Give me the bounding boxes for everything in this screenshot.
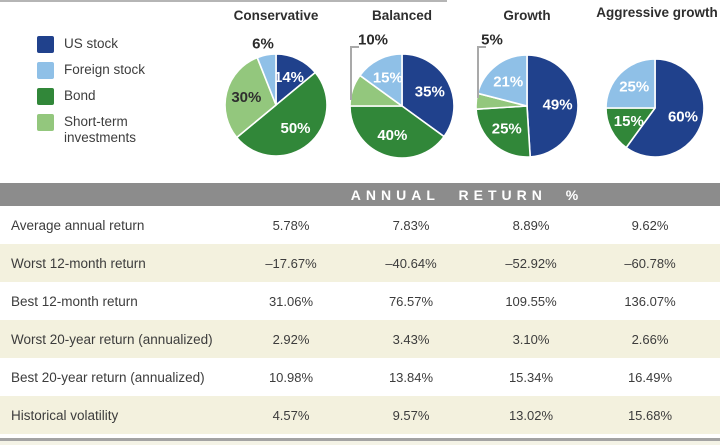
callout-line — [477, 46, 479, 98]
pie-slice-bond — [475, 105, 532, 158]
cell-aggressive-growth: 16.49% — [627, 369, 673, 385]
legend-label: Bond — [64, 88, 96, 103]
row-label: Best 12-month return — [11, 293, 138, 309]
cell-balanced: 9.57% — [392, 407, 430, 423]
cell-balanced: 3.43% — [392, 331, 430, 347]
legend-item-bond: Bond — [37, 88, 145, 105]
table-header-bar: ANNUAL RETURN % — [0, 183, 720, 206]
legend-item-us_stock: US stock — [37, 36, 145, 53]
pie-slice-foreign_stock — [605, 58, 656, 109]
cell-growth: 13.02% — [508, 407, 554, 423]
pie-slice-label: 50% — [280, 120, 310, 137]
pie-outside-label: 5% — [481, 31, 503, 49]
row-label: Average annual return — [11, 217, 145, 233]
cell-growth: 3.10% — [512, 331, 550, 347]
cell-conservative: 4.57% — [272, 407, 310, 423]
legend-label: Foreign stock — [64, 62, 146, 77]
pie-slice-label: 25% — [619, 79, 649, 96]
pie-chart-balanced: 10% 35% 40% 15% — [349, 32, 455, 159]
row-label: Historical volatility — [11, 407, 119, 423]
pie-slice-label: 21% — [493, 73, 523, 90]
pie-slice-label: 15% — [614, 113, 644, 130]
row-label: Worst 12-month return — [11, 255, 146, 271]
pie-slice-us_stock — [401, 53, 455, 138]
pie-svg: 60% 15% 25% — [605, 58, 705, 158]
legend-item-foreign_stock: Foreign stock — [37, 62, 145, 79]
callout-line — [350, 46, 352, 100]
cell-aggressive-growth: –60.78% — [624, 255, 676, 271]
table-row: Worst 20-year return (annualized) 2.92% 3.… — [0, 320, 720, 358]
pie-slice-label: 15% — [373, 70, 403, 87]
pie-title-balanced: Balanced — [371, 8, 433, 23]
cell-aggressive-growth: 9.62% — [631, 217, 669, 233]
legend-swatch-bond — [37, 88, 54, 105]
cell-conservative: 31.06% — [268, 293, 314, 309]
cell-aggressive-growth: 15.68% — [627, 407, 673, 423]
cell-growth: –52.92% — [505, 255, 557, 271]
row-label: Best 20-year return (annualized) — [11, 369, 205, 385]
asset-class-legend: US stock Foreign stock Bond Short-term inve… — [37, 36, 145, 146]
callout-tick — [350, 46, 359, 48]
legend-swatch-foreign_stock — [37, 62, 54, 79]
legend-item-short_term: Short-term investments — [37, 114, 145, 146]
pie-chart-conservative: 6% 14% 50% 30% — [224, 36, 328, 157]
table-row: Average annual return 5.78% 7.83% 8.89% 9.62… — [0, 206, 720, 244]
pie-slice-label: 40% — [377, 127, 407, 144]
bottom-strip — [0, 441, 720, 445]
cell-balanced: 7.83% — [392, 217, 430, 233]
pie-slice-label: 25% — [492, 120, 522, 137]
pie-svg: 35% 40% 15% — [349, 53, 455, 159]
pie-outside-label: 6% — [252, 35, 274, 53]
cell-aggressive-growth: 2.66% — [631, 331, 669, 347]
cell-growth: 8.89% — [512, 217, 550, 233]
cell-growth: 15.34% — [508, 369, 554, 385]
cell-balanced: 13.84% — [388, 369, 434, 385]
table-header-title: ANNUAL RETURN % — [350, 186, 584, 203]
callout-tick — [477, 46, 486, 48]
pie-slice-foreign_stock — [476, 54, 528, 107]
pie-slice-bond — [349, 105, 445, 159]
bottom-divider-bar — [0, 438, 720, 441]
cell-aggressive-growth: 136.07% — [624, 293, 676, 309]
cell-balanced: 76.57% — [388, 293, 434, 309]
cell-conservative: –17.67% — [265, 255, 317, 271]
top-divider-line — [0, 0, 447, 2]
cell-growth: 109.55% — [505, 293, 557, 309]
table-row: Historical volatility 4.57% 9.57% 13.02% 15.… — [0, 396, 720, 434]
pie-title-growth: Growth — [503, 8, 551, 23]
pie-title-aggressive-growth: Aggressive growth — [596, 5, 718, 20]
pie-slice-us_stock — [625, 58, 705, 158]
pie-svg: 49% 25% 21% — [475, 54, 579, 158]
pie-slice-label: 35% — [415, 83, 445, 100]
cell-conservative: 10.98% — [268, 369, 314, 385]
pie-chart-growth: 5% 49% 25% 21% — [475, 32, 579, 158]
legend-swatch-us_stock — [37, 36, 54, 53]
cell-balanced: –40.64% — [385, 255, 437, 271]
pie-chart-aggressive-growth: 60% 15% 25% — [605, 58, 705, 158]
table-row: Best 12-month return 31.06% 76.57% 109.55% 1… — [0, 282, 720, 320]
row-label: Worst 20-year return (annualized) — [11, 331, 213, 347]
table-row: Best 20-year return (annualized) 10.98% 13… — [0, 358, 720, 396]
pie-slice-us_stock — [526, 54, 579, 158]
pie-title-conservative: Conservative — [233, 8, 319, 23]
legend-label: Short-term investments — [64, 114, 137, 145]
pie-slice-label: 14% — [274, 69, 304, 86]
pie-slice-foreign_stock — [359, 53, 403, 107]
legend-swatch-short_term — [37, 114, 54, 131]
pie-outside-label: 10% — [357, 31, 389, 49]
pie-slice-bond — [235, 71, 328, 157]
table-row: Worst 12-month return –17.67% –40.64% –52.9… — [0, 244, 720, 282]
pie-slice-foreign_stock — [256, 53, 277, 106]
legend-label: US stock — [64, 36, 119, 51]
cell-conservative: 5.78% — [272, 217, 310, 233]
pie-svg: 14% 50% 30% — [224, 53, 328, 157]
pie-slice-label: 49% — [543, 97, 573, 114]
pie-slice-label: 60% — [668, 109, 698, 126]
returns-table: Average annual return 5.78% 7.83% 8.89% 9.62… — [0, 206, 720, 434]
pie-slice-short_term — [224, 56, 277, 139]
pie-slice-label: 30% — [231, 89, 261, 106]
cell-conservative: 2.92% — [272, 331, 310, 347]
